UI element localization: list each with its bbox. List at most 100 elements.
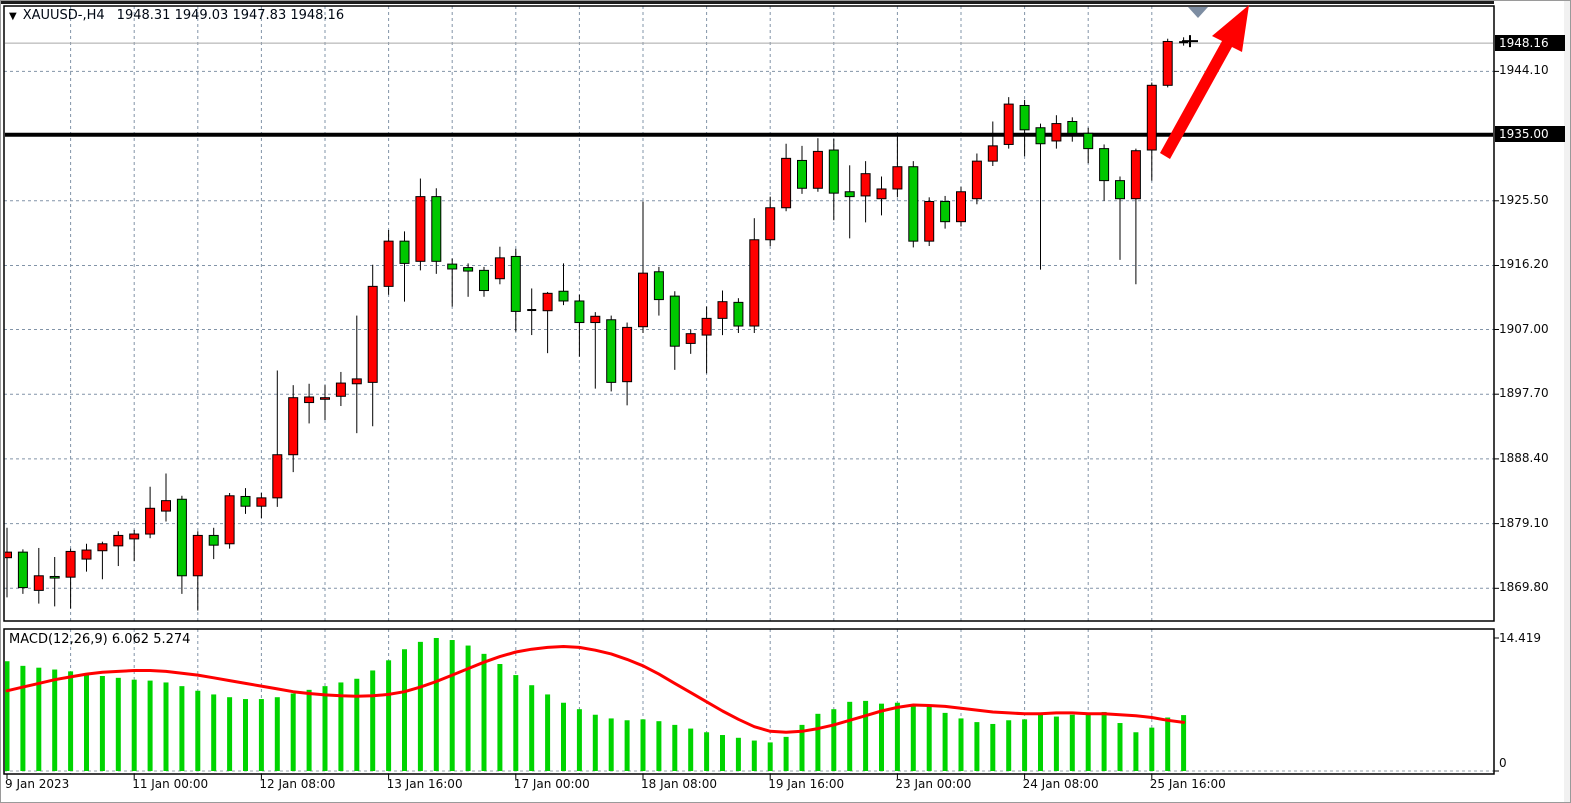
macd-indicator-label: MACD(12,26,9) 6.062 5.274 bbox=[9, 632, 191, 647]
price-axis-label: 1869.80 bbox=[1499, 580, 1549, 595]
bull-candle bbox=[924, 200, 935, 242]
macd-histogram-bar bbox=[894, 702, 900, 771]
bear-candle bbox=[176, 498, 187, 577]
macd-histogram-bar bbox=[910, 704, 916, 771]
macd-histogram-bar bbox=[958, 718, 964, 771]
bear-candle bbox=[479, 269, 489, 292]
macd-histogram-bar bbox=[608, 718, 614, 771]
triangle-marker-icon[interactable] bbox=[1188, 7, 1208, 18]
price-pane-border bbox=[3, 5, 1495, 622]
macd-histogram-bar bbox=[1069, 714, 1075, 771]
bull-candle bbox=[145, 507, 156, 535]
bear-candle bbox=[653, 271, 664, 301]
price-axis-label: 1925.50 bbox=[1499, 192, 1549, 207]
bull-candle bbox=[192, 534, 203, 577]
bear-candle bbox=[49, 575, 60, 579]
bull-candle bbox=[5, 551, 12, 559]
macd-histogram-bar bbox=[751, 740, 757, 771]
bull-candle bbox=[81, 549, 92, 560]
macd-histogram-bar bbox=[831, 709, 837, 771]
ohlc-values: 1948.31 1949.03 1947.83 1948.16 bbox=[116, 8, 345, 23]
date-axis-label: 13 Jan 16:00 bbox=[386, 777, 463, 791]
macd-histogram-bar bbox=[465, 645, 471, 771]
macd-histogram-bar bbox=[1181, 715, 1187, 771]
bull-candle bbox=[272, 454, 283, 499]
breakout-arrow[interactable] bbox=[1160, 5, 1249, 159]
bull-candle bbox=[590, 315, 601, 324]
hline-price-badge: 1935.00 bbox=[1495, 126, 1565, 142]
bull-candle bbox=[956, 191, 966, 223]
macd-histogram-bar bbox=[1053, 716, 1059, 771]
bull-candle bbox=[335, 382, 346, 397]
macd-histogram-bar bbox=[402, 649, 407, 771]
bear-candle bbox=[558, 290, 569, 302]
bull-candle bbox=[1162, 40, 1173, 86]
date-axis-label: 24 Jan 08:00 bbox=[1022, 777, 1099, 791]
macd-histogram-bar bbox=[815, 713, 821, 771]
symbol-timeframe-label: XAUUSD-,H4 bbox=[22, 8, 105, 23]
bear-candle bbox=[510, 255, 521, 312]
macd-histogram-bar bbox=[84, 674, 89, 771]
macd-histogram-bar bbox=[306, 689, 312, 771]
bull-candle bbox=[638, 272, 648, 328]
macd-histogram-bar bbox=[783, 736, 789, 771]
macd-histogram-bar bbox=[624, 720, 630, 771]
macd-histogram-bar bbox=[1133, 732, 1139, 771]
macd-histogram-bar bbox=[449, 640, 455, 771]
bear-candle bbox=[399, 240, 410, 264]
price-pane[interactable] bbox=[3, 37, 1495, 611]
macd-histogram-bar bbox=[1149, 727, 1155, 771]
right-margin bbox=[1564, 1, 1570, 802]
macd-histogram-bar bbox=[52, 669, 58, 771]
macd-histogram-bar bbox=[735, 737, 741, 771]
bull-candle bbox=[288, 397, 299, 456]
macd-histogram-bar bbox=[20, 665, 26, 771]
macd-histogram-bar bbox=[131, 679, 137, 771]
macd-histogram-bar bbox=[147, 680, 153, 771]
bull-candle bbox=[685, 333, 696, 344]
macd-histogram-bar bbox=[322, 686, 328, 771]
bull-candle bbox=[415, 196, 426, 262]
macd-pane[interactable] bbox=[5, 637, 1187, 771]
macd-histogram-bar bbox=[529, 685, 535, 771]
macd-signal-line bbox=[5, 645, 1186, 734]
bull-candle bbox=[320, 397, 330, 400]
macd-histogram-bar bbox=[243, 699, 248, 771]
bull-candle bbox=[622, 326, 633, 383]
bear-candle bbox=[1115, 180, 1125, 200]
price-axis-label: 1879.10 bbox=[1499, 515, 1549, 530]
symbol-dropdown-icon[interactable]: ▼ bbox=[9, 11, 17, 22]
macd-histogram-bar bbox=[576, 709, 582, 771]
macd-histogram-bar bbox=[1006, 720, 1012, 771]
price-axis-label: 1897.70 bbox=[1499, 386, 1549, 401]
bear-candle bbox=[669, 295, 680, 347]
macd-histogram-bar bbox=[163, 682, 169, 771]
macd-histogram-bar bbox=[211, 694, 217, 771]
date-axis-label: 23 Jan 00:00 bbox=[895, 777, 972, 791]
date-axis-label: 25 Jan 16:00 bbox=[1149, 777, 1226, 791]
macd-histogram-bar bbox=[799, 724, 805, 771]
macd-histogram-bar bbox=[561, 702, 566, 771]
bull-candle bbox=[1146, 84, 1157, 151]
macd-histogram-bar bbox=[1165, 717, 1171, 771]
macd-histogram-bar bbox=[1101, 711, 1107, 771]
bull-candle bbox=[542, 292, 553, 312]
macd-histogram-bar bbox=[767, 742, 773, 771]
macd-axis-max-label: 14.419 bbox=[1499, 631, 1541, 645]
macd-histogram-bar bbox=[990, 723, 996, 771]
macd-histogram-bar bbox=[5, 661, 10, 771]
macd-histogram-bar bbox=[195, 690, 201, 771]
bull-candle bbox=[876, 188, 887, 200]
macd-histogram-bar bbox=[1085, 712, 1091, 771]
bull-candle bbox=[1003, 103, 1014, 145]
bull-candle bbox=[701, 317, 712, 336]
bear-candle bbox=[1067, 120, 1078, 134]
bull-candle bbox=[367, 285, 378, 383]
window-top-border bbox=[1, 1, 1494, 4]
price-axis-label: 1916.20 bbox=[1499, 257, 1549, 272]
current-price-badge: 1948.16 bbox=[1495, 35, 1565, 51]
bear-candle bbox=[1083, 132, 1094, 150]
bull-candle bbox=[113, 534, 124, 547]
bull-candle bbox=[97, 543, 108, 552]
